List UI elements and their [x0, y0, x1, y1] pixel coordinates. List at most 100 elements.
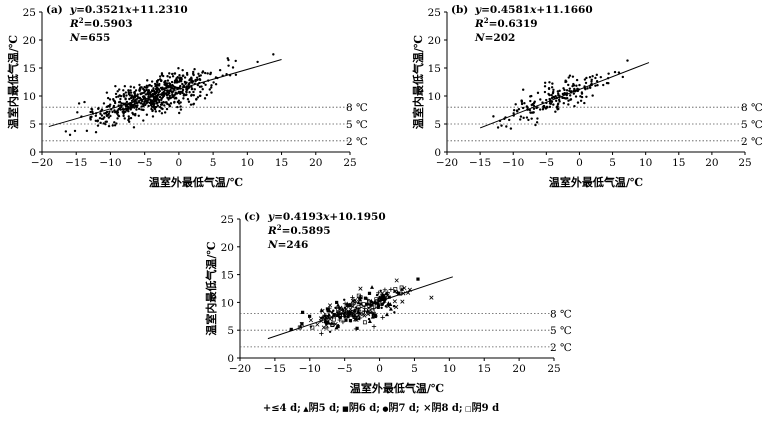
data-point	[595, 79, 599, 83]
x-axis-label: 温室外最低气温/℃	[149, 175, 243, 189]
data-point	[175, 97, 178, 100]
data-point-triangle	[334, 325, 339, 330]
legend-label-plus: ≤4 d;	[271, 403, 301, 414]
data-point-cross	[392, 299, 397, 304]
data-point	[343, 298, 346, 301]
data-point	[185, 88, 189, 91]
data-point	[135, 108, 138, 111]
data-point-triangle	[345, 301, 350, 306]
data-point	[177, 111, 181, 115]
data-point	[116, 112, 119, 115]
data-point	[127, 89, 130, 92]
data-point	[182, 97, 185, 100]
y-tick-label: 5	[434, 119, 441, 131]
data-point	[550, 86, 554, 89]
data-point	[140, 105, 143, 108]
data-point	[621, 75, 625, 79]
sample-size-label: N	[267, 239, 278, 251]
reference-line-label: 2 ℃	[550, 342, 572, 354]
data-point	[99, 112, 102, 116]
data-point	[206, 72, 209, 75]
panel-a: −20 −15 −10 −5 0 5 10 15 20 25 0 5 10 15 20 25 8 ℃ 5 ℃ 2 ℃…	[6, 4, 368, 189]
r-squared-label: R	[474, 18, 484, 30]
data-point	[343, 306, 347, 309]
y-tick-label: 15	[428, 63, 441, 75]
data-point	[572, 92, 576, 95]
x-tick-label: −10	[299, 363, 321, 375]
data-point	[199, 90, 202, 94]
data-point	[94, 119, 98, 122]
data-point	[64, 130, 68, 133]
data-point-triangle	[323, 318, 328, 323]
data-point-open-square	[370, 308, 375, 313]
data-point	[113, 111, 117, 114]
panel-label: (c)	[244, 211, 260, 223]
data-point	[100, 108, 104, 111]
data-point	[602, 83, 605, 87]
y-tick-label: 5	[29, 119, 36, 131]
data-point-open-square	[331, 317, 336, 322]
x-tick-label: 15	[478, 363, 491, 375]
data-point	[181, 68, 184, 72]
data-point	[181, 74, 185, 77]
data-point-cross	[366, 306, 371, 311]
data-point	[186, 73, 189, 76]
data-point	[132, 86, 136, 89]
data-point	[154, 110, 158, 113]
data-point	[129, 108, 132, 111]
data-point	[109, 114, 112, 118]
data-point	[568, 89, 571, 93]
data-point	[153, 107, 157, 111]
data-point	[196, 83, 200, 87]
legend-label-open-square: 阴9 d	[472, 402, 499, 414]
data-point	[171, 87, 175, 90]
data-point	[550, 100, 554, 103]
data-point	[179, 101, 182, 104]
legend-label-cross: 阴8 d;	[431, 402, 462, 414]
reference-line-label: 5 ℃	[741, 119, 763, 131]
data-point	[166, 89, 169, 93]
r-squared-superscript: 2	[484, 16, 489, 25]
data-point	[336, 324, 340, 327]
data-point-plus	[380, 315, 385, 320]
data-point	[234, 73, 238, 76]
data-point	[558, 100, 561, 103]
data-point-triangle	[342, 312, 347, 317]
data-point	[386, 293, 389, 296]
r-squared-superscript: 2	[277, 223, 282, 232]
equation-intercept: +11.2310	[131, 4, 187, 16]
x-tick-label: −5	[539, 157, 554, 169]
data-point	[187, 86, 191, 89]
data-point-cross	[400, 299, 405, 304]
data-point-square	[332, 312, 336, 317]
x-tick-label: 5	[210, 157, 217, 169]
data-point	[210, 86, 213, 89]
data-point	[379, 289, 382, 292]
data-point	[168, 96, 171, 100]
data-point	[158, 95, 162, 99]
data-point	[179, 79, 182, 82]
data-point	[89, 118, 92, 121]
data-point	[548, 105, 552, 109]
data-point-triangle	[329, 321, 334, 325]
x-tick-label: 0	[376, 363, 383, 375]
data-point	[145, 88, 148, 92]
data-point	[113, 124, 117, 127]
data-point	[523, 101, 526, 105]
data-point	[565, 80, 568, 83]
data-point	[152, 87, 155, 90]
data-point	[185, 90, 188, 94]
data-point	[574, 95, 578, 98]
data-point	[508, 118, 511, 122]
data-point	[98, 116, 102, 120]
data-point-square	[383, 297, 387, 301]
data-point	[118, 88, 121, 91]
data-point	[578, 83, 581, 87]
data-point	[175, 77, 178, 80]
data-point	[580, 95, 584, 99]
data-point-plus	[324, 325, 330, 331]
data-point-plus	[327, 306, 332, 311]
data-point	[179, 105, 182, 108]
r-squared: R2=0.5903	[69, 16, 133, 30]
